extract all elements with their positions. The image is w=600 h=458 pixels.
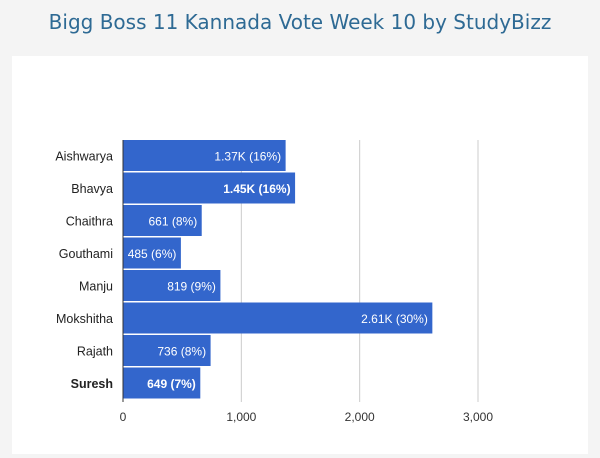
chart-card [12,56,588,454]
bar [123,140,286,171]
x-tick-label: 1,000 [226,410,256,424]
data-label: 485 (6%) [128,247,177,261]
bar [123,335,211,366]
data-label: 736 (8%) [157,345,206,359]
bar [123,302,433,334]
chart-title: Bigg Boss 11 Kannada Vote Week 10 by Stu… [48,10,552,34]
bar [123,270,221,301]
data-label: 649 (7%) [147,377,196,391]
category-label: Suresh [71,377,113,391]
x-tick-label: 2,000 [345,410,375,424]
bar [123,205,202,236]
data-label: 2.61K (30%) [361,312,428,326]
data-label: 819 (9%) [167,280,216,294]
category-label: Manju [79,280,113,294]
category-label: Aishwarya [55,150,113,164]
bar [123,172,296,204]
data-label: 1.37K (16%) [214,150,281,164]
bar [123,237,181,269]
x-tick-label: 0 [120,410,127,424]
data-label: 1.45K (16%) [223,182,290,196]
x-tick-label: 3,000 [463,410,493,424]
bar [123,367,201,399]
category-label: Mokshitha [56,312,113,326]
category-label: Rajath [77,345,113,359]
category-label: Bhavya [71,182,113,196]
data-label: 661 (8%) [149,215,198,229]
category-label: Gouthami [59,247,113,261]
category-label: Chaithra [66,215,113,229]
